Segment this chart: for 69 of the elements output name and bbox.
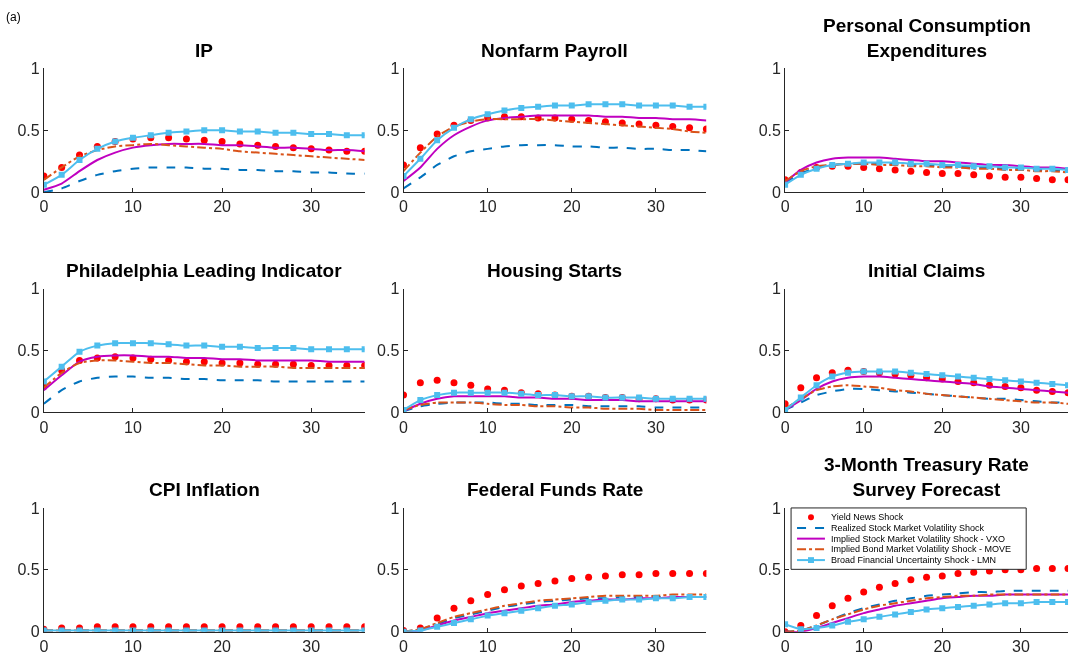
- x-tick-label: 20: [562, 637, 581, 655]
- legend-label: Yield News Shock: [831, 512, 904, 522]
- y-tick-label: 0: [30, 404, 40, 422]
- y-tick-label: 0: [771, 623, 781, 641]
- x-tick-label: 30: [647, 198, 665, 216]
- x-tick-label: 10: [478, 198, 497, 216]
- y-tick-label: 0: [390, 404, 400, 422]
- chart-title: Nonfarm Payroll: [481, 40, 628, 61]
- y-tick-label: 0: [771, 404, 781, 422]
- x-tick-label: 10: [854, 637, 873, 655]
- x-tick-label: 20: [933, 637, 952, 655]
- y-tick-label: 1: [390, 499, 400, 517]
- chart-title: Housing Starts: [487, 260, 623, 281]
- x-tick-label: 20: [562, 198, 581, 216]
- x-tick-label: 10: [124, 418, 142, 436]
- y-tick-label: 1: [771, 499, 781, 517]
- y-tick-label: 0.5: [17, 561, 40, 579]
- y-tick-label: 0.5: [377, 561, 400, 579]
- chart-title: 3-Month Treasury Rate Survey Forecast: [824, 454, 1029, 500]
- x-tick-label: 10: [854, 198, 873, 216]
- y-tick-label: 1: [390, 60, 400, 78]
- y-tick-label: 0: [390, 623, 400, 641]
- x-tick-label: 30: [1011, 198, 1030, 216]
- chart-title: Philadelphia Leading Indicator: [66, 260, 343, 281]
- y-tick-label: 1: [30, 60, 40, 78]
- y-tick-label: 0.5: [758, 342, 781, 360]
- x-tick-label: 10: [478, 418, 497, 436]
- legend-label: Realized Stock Market Volatility Shock: [831, 523, 985, 533]
- legend-label: Implied Stock Market Volatility Shock - VXO: [831, 534, 1006, 544]
- x-tick-label: 20: [213, 198, 232, 216]
- y-tick-label: 1: [771, 280, 781, 298]
- y-tick-label: 0: [30, 623, 40, 641]
- x-tick-label: 30: [302, 418, 321, 436]
- x-tick-label: 10: [854, 418, 873, 436]
- text: (a): [6, 10, 21, 24]
- chart-title: Initial Claims: [868, 260, 986, 281]
- y-tick-label: 0.5: [377, 121, 400, 139]
- y-tick-label: 0.5: [377, 342, 400, 360]
- y-tick-label: 1: [30, 499, 40, 517]
- legend-label: Implied Bond Market Volatility Shock - MOVE: [831, 544, 1012, 554]
- y-tick-label: 0.5: [17, 342, 40, 360]
- chart-title: Personal Consumption Expenditures: [823, 15, 1031, 61]
- x-tick-label: 30: [302, 198, 321, 216]
- legend-label: Broad Financial Uncertainty Shock - LMN: [831, 555, 997, 565]
- y-tick-label: 1: [771, 60, 781, 78]
- chart-title: Federal Funds Rate: [467, 479, 644, 500]
- y-tick-label: 1: [30, 280, 40, 298]
- x-tick-label: 20: [213, 637, 232, 655]
- x-tick-label: 30: [302, 637, 321, 655]
- x-tick-label: 20: [933, 198, 952, 216]
- x-tick-label: 20: [933, 418, 952, 436]
- x-tick-label: 10: [124, 637, 142, 655]
- y-tick-label: 0: [390, 183, 400, 201]
- y-tick-label: 0.5: [758, 121, 781, 139]
- y-tick-label: 0: [30, 183, 40, 201]
- y-tick-label: 0: [771, 183, 781, 201]
- x-tick-label: 30: [1011, 637, 1030, 655]
- x-tick-label: 10: [478, 637, 497, 655]
- y-tick-label: 0.5: [17, 121, 40, 139]
- x-tick-label: 30: [647, 418, 665, 436]
- x-tick-label: 10: [124, 198, 142, 216]
- x-tick-label: 20: [562, 418, 581, 436]
- chart-title: IP: [195, 40, 214, 61]
- y-tick-label: 1: [390, 280, 400, 298]
- chart-title: CPI Inflation: [149, 479, 260, 500]
- y-tick-label: 0.5: [758, 561, 781, 579]
- x-tick-label: 20: [213, 418, 232, 436]
- x-tick-label: 30: [1011, 418, 1030, 436]
- x-tick-label: 30: [647, 637, 665, 655]
